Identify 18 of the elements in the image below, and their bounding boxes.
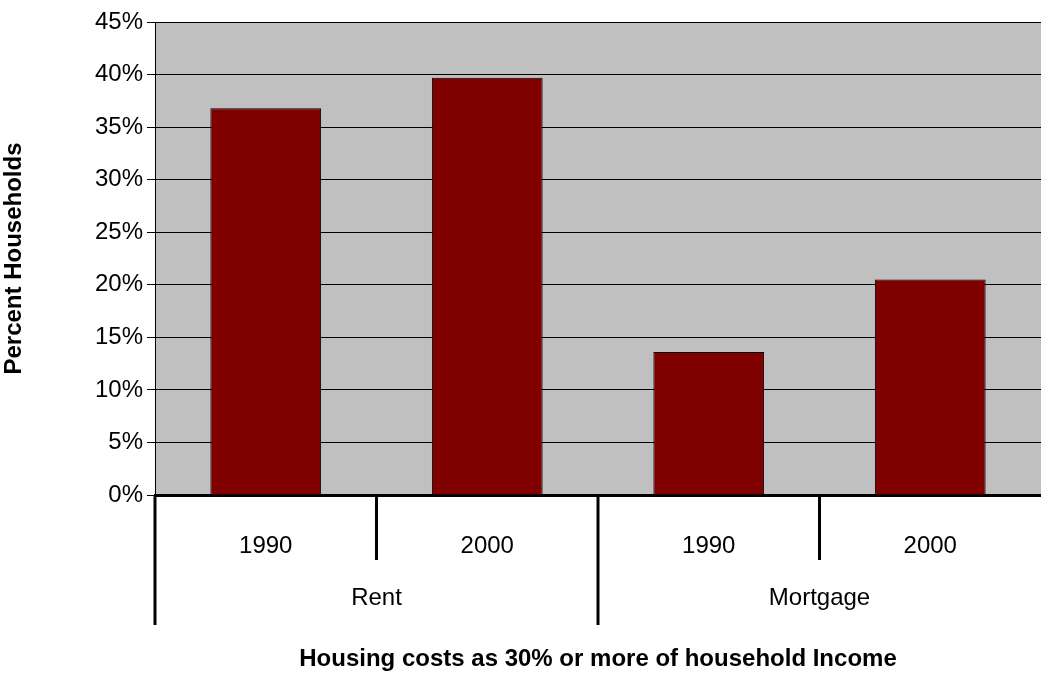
y-axis-title: Percent Households (0, 142, 27, 375)
y-tick-label: 0% (108, 479, 143, 507)
text: Rent (351, 582, 403, 610)
y-tick-label: 5% (108, 427, 143, 455)
y-tick-label: 10% (94, 374, 143, 402)
x-axis-title: Housing costs as 30% or more of household Income (299, 644, 897, 672)
y-tick-label: 20% (94, 269, 143, 297)
x-tick-label: 2000 (903, 531, 957, 559)
x-tick-label: 2000 (460, 531, 514, 559)
x-tick-label: 1990 (682, 531, 736, 559)
text: Mortgage (768, 582, 871, 610)
y-tick-label: 40% (94, 59, 143, 87)
x-tick-label: 1990 (239, 531, 293, 559)
y-tick-label: 30% (94, 164, 143, 192)
y-tick-label: 35% (94, 111, 143, 139)
y-tick-label: 45% (94, 6, 143, 34)
y-tick-label: 15% (94, 321, 143, 349)
y-tick-label: 25% (94, 216, 143, 244)
